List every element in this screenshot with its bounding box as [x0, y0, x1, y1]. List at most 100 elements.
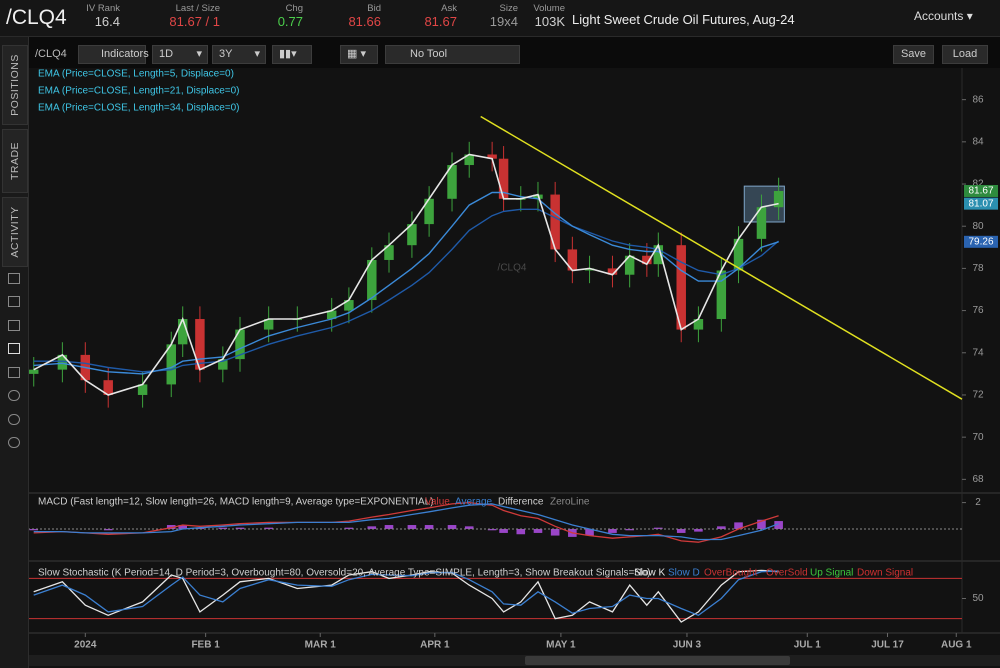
sidebar-icon[interactable]	[8, 367, 20, 378]
candle-body	[607, 268, 618, 275]
sidebar-tab[interactable]: TRADE	[2, 129, 28, 193]
histogram-bar	[384, 525, 394, 529]
histogram-bar	[487, 528, 497, 531]
legend-entry: Slow D	[668, 568, 700, 579]
drawing-tool-select[interactable]: No Tool	[385, 45, 520, 64]
histogram-bar	[367, 526, 377, 529]
sidebar-icon[interactable]	[8, 273, 20, 284]
histogram-bar	[166, 525, 176, 529]
y-tick-label: 68	[972, 474, 984, 485]
scrollbar[interactable]	[28, 655, 1000, 666]
candle-body	[447, 165, 457, 199]
y-tick-label: 74	[972, 347, 984, 358]
y-tick-label: 86	[972, 94, 984, 105]
field-value: 81.67 / 1	[169, 14, 220, 29]
histogram-bar	[734, 522, 743, 529]
candle-body	[195, 319, 205, 370]
sidebar-icon[interactable]	[8, 296, 20, 307]
candle-body	[263, 319, 274, 330]
candle-body	[567, 249, 578, 271]
legend-entry: Slow K	[634, 568, 665, 579]
tab-label[interactable]: TRADE	[9, 141, 21, 181]
tab-label[interactable]: POSITIONS	[9, 54, 21, 116]
sidebar-icon[interactable]	[8, 390, 20, 401]
legend-entry: EMA (Price=CLOSE, Length=5, Displace=0)	[38, 69, 234, 80]
field-label: Chg	[285, 3, 303, 14]
histogram-bar	[625, 528, 634, 531]
select-label[interactable]: 1D	[159, 48, 174, 60]
y-tick-label: 78	[972, 263, 984, 274]
candle-body	[137, 384, 148, 395]
field-label: IV Rank	[86, 3, 120, 14]
candle-body	[550, 194, 560, 250]
sidebar-tab[interactable]: ACTIVITY	[2, 197, 28, 267]
header: /CLQ4 Accounts ▾ Light Sweet Crude Oil F…	[0, 0, 1000, 37]
x-tick-label: JUL 17	[871, 640, 904, 651]
histogram-bar	[757, 519, 766, 529]
style-select[interactable]: ▮▮▾	[272, 45, 312, 64]
candle-body	[218, 359, 228, 370]
series-line	[33, 153, 779, 396]
histogram-bar	[235, 527, 245, 529]
histogram-bar	[103, 528, 113, 531]
histogram-bar	[424, 525, 434, 529]
candle-body	[29, 369, 39, 374]
sidebar-icon[interactable]	[8, 343, 20, 354]
accounts-label[interactable]: Accounts	[914, 9, 964, 23]
price-tag	[964, 184, 998, 197]
sidebar-icon[interactable]	[8, 437, 20, 448]
y-tick-label: 72	[972, 390, 984, 401]
histogram-bar	[499, 528, 508, 533]
chart-background	[28, 68, 1000, 668]
histogram-bar	[654, 527, 663, 529]
histogram-bar	[608, 528, 617, 533]
panel-title: Slow Stochastic (K Period=14, D Period=3…	[38, 568, 651, 579]
x-tick-label: JUL 1	[794, 640, 821, 651]
panel: 68 70 72 74 76 78 80 82 84 86/CLQ4 EMA (Price=CLOS…	[29, 69, 998, 485]
series-line	[33, 570, 779, 617]
candle-body	[166, 344, 176, 385]
candle-body	[584, 268, 595, 271]
candle-body	[367, 259, 377, 301]
field-label: Size	[499, 3, 518, 14]
button-label[interactable]: Indicators	[101, 48, 149, 60]
field-label: Ask	[441, 3, 457, 14]
scrollbar-thumb[interactable]	[525, 656, 790, 665]
indicators-button[interactable]: Indicators	[78, 45, 149, 64]
field-label: Last / Size	[175, 3, 220, 14]
toolbar-symbol[interactable]: /CLQ4	[35, 48, 67, 60]
accounts-menu[interactable]: Accounts ▾	[914, 9, 973, 23]
period-select[interactable]: 3Y ▾	[212, 45, 266, 64]
y-tick-label: 84	[972, 136, 984, 147]
layout-select[interactable]: ▦ ▾	[340, 45, 378, 64]
price-tag-label: 81.67	[968, 186, 993, 197]
sidebar-icon[interactable]	[8, 414, 20, 425]
candle-body	[326, 310, 337, 320]
button-label[interactable]: Load	[952, 48, 978, 60]
candle-body	[653, 245, 664, 265]
select-label[interactable]: No Tool	[410, 48, 448, 60]
x-tick-label: MAY 1	[546, 640, 576, 651]
load-button[interactable]: Load	[942, 45, 988, 64]
legend-entry: Down Signal	[857, 568, 913, 579]
tab-label[interactable]: ACTIVITY	[9, 206, 21, 258]
field-value: 81.67	[424, 14, 457, 29]
panel: 50 2024 FEB 1 MAR 1 APR 1 MAY 1 JUN 3 JUL 1 JUL …	[28, 568, 984, 651]
aggregation-select[interactable]: 1D ▾	[152, 45, 208, 64]
toolbar: /CLQ4 Indicators 1D ▾ 3Y ▾ ▮▮▾ ▦ ▾ No To…	[29, 43, 1000, 67]
button-label[interactable]: Save	[900, 48, 927, 60]
select-label[interactable]: 3Y	[219, 48, 233, 60]
histogram-bar	[533, 528, 543, 533]
candle-body	[773, 190, 784, 208]
legend-entry: Difference	[498, 497, 544, 508]
symbol[interactable]: /CLQ4	[6, 6, 67, 29]
price-tag	[964, 197, 998, 210]
x-tick-label: 2024	[74, 640, 97, 651]
save-button[interactable]: Save	[893, 45, 934, 64]
histogram-bar	[407, 525, 417, 529]
candle-body	[384, 245, 394, 260]
sidebar-tab[interactable]: POSITIONS	[2, 45, 28, 125]
sidebar-icon[interactable]	[8, 320, 20, 331]
panel-title: MACD (Fast length=12, Slow length=26, MA…	[38, 497, 434, 508]
